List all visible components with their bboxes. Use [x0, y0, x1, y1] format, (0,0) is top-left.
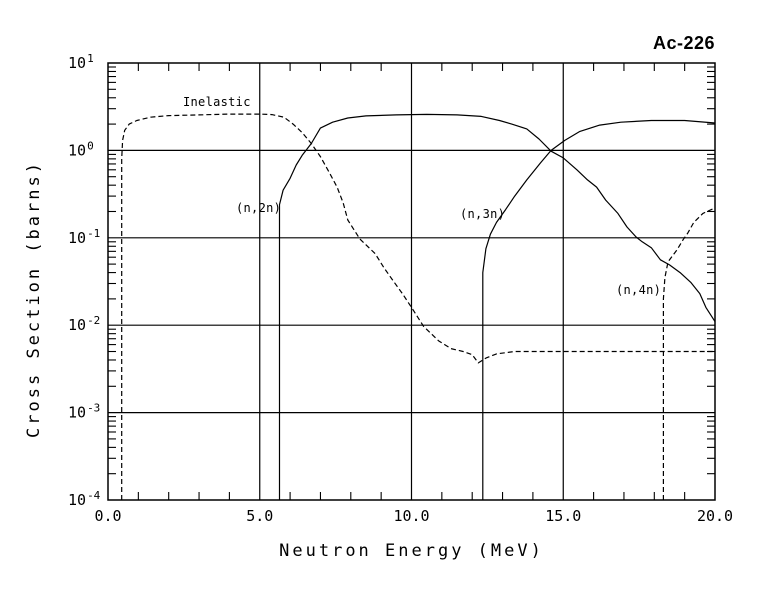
- series-curve-2: [482, 119, 716, 500]
- series-curve-3: [662, 207, 716, 500]
- x-tick-label: 15.0: [545, 507, 581, 525]
- y-tick-exponent: 1: [87, 52, 94, 65]
- y-tick-exponent: 0: [87, 139, 94, 152]
- curve-label-n4n: (n,4n): [616, 283, 662, 297]
- y-tick-label: 10-3: [68, 402, 100, 422]
- plot-border: [107, 62, 716, 501]
- y-tick-exponent: -2: [87, 314, 100, 327]
- x-tick-label: 0.0: [94, 507, 121, 525]
- x-axis-title: Neutron Energy (MeV): [279, 541, 544, 561]
- y-tick-exponent: -1: [87, 227, 100, 240]
- series-curve-1: [278, 113, 716, 500]
- series-curve-0: [121, 113, 715, 500]
- x-tick-label: 20.0: [697, 507, 733, 525]
- y-tick-label: 100: [68, 139, 94, 159]
- y-tick-label: 10-1: [68, 227, 100, 247]
- y-tick-label: 10-2: [68, 314, 100, 334]
- y-tick-exponent: -3: [87, 402, 100, 415]
- chart-title: Ac-226: [652, 33, 715, 53]
- x-tick-label: 10.0: [393, 507, 429, 525]
- y-tick-label: 101: [68, 52, 94, 72]
- y-axis-title: Cross Section (barns): [24, 160, 44, 438]
- curve-label-inelastic: Inelastic: [183, 95, 251, 109]
- curve-label-n2n: (n,2n): [236, 201, 282, 215]
- x-tick-label: 5.0: [246, 507, 273, 525]
- y-tick-exponent: -4: [87, 489, 101, 502]
- curve-label-n3n: (n,3n): [460, 207, 506, 221]
- y-tick-label: 10-4: [68, 489, 101, 509]
